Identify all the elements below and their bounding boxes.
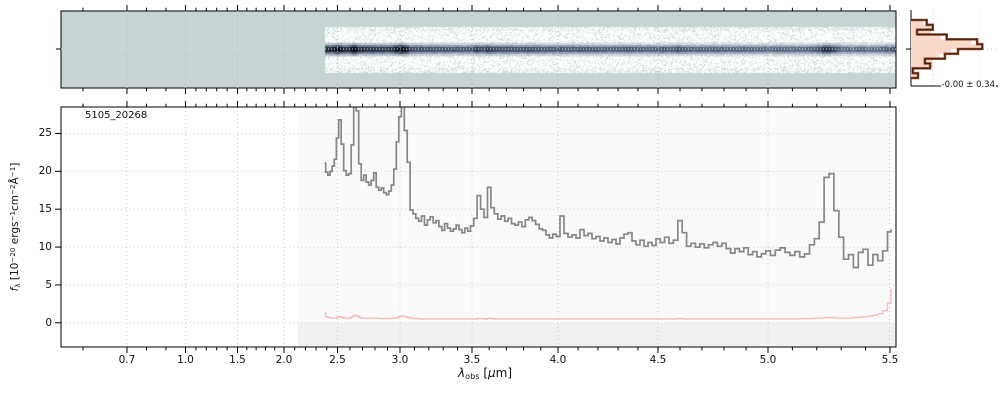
x-tick-label: 2.0 [275, 354, 293, 366]
y-tick-label: 5 [45, 278, 52, 291]
spectrum-id-label: 5105_20268 [85, 110, 148, 121]
gridlines-1d [61, 107, 896, 347]
x-tick-label: 0.7 [118, 354, 136, 366]
x-tick-label: 4.5 [649, 354, 667, 366]
error-step-line [324, 288, 892, 320]
y-axis-label: fλ [10−20 ergs−1cm−2Å−1] [7, 162, 22, 292]
x-tick-label: 1.0 [177, 354, 194, 366]
x-axis-label: λobs [μm] [457, 366, 513, 382]
x-tick-label: 3.5 [463, 354, 481, 366]
y-tick-label: 20 [38, 165, 52, 178]
y-tick-label: 15 [38, 203, 52, 216]
x-tick-label: 5.0 [759, 354, 777, 366]
flux-step-line [324, 107, 892, 269]
profile-histogram-outline-dark [911, 19, 983, 79]
x-tick-label: 5.5 [881, 354, 899, 366]
y-tick-label: 25 [38, 127, 52, 140]
x-tick-label: 3.0 [391, 354, 409, 366]
gridlines-2d [126, 11, 891, 88]
x-tick-label: 4.0 [549, 354, 567, 366]
x-tick-label: 2.5 [329, 354, 346, 366]
stats-label: -0.00 ± 0.34 [940, 80, 996, 90]
x-tick-label: 1.5 [229, 354, 246, 366]
axis-ticks [55, 5, 911, 353]
y-tick-label: 10 [38, 241, 52, 254]
valid-region-shade [297, 107, 896, 347]
y-tick-label: 0 [45, 316, 52, 329]
